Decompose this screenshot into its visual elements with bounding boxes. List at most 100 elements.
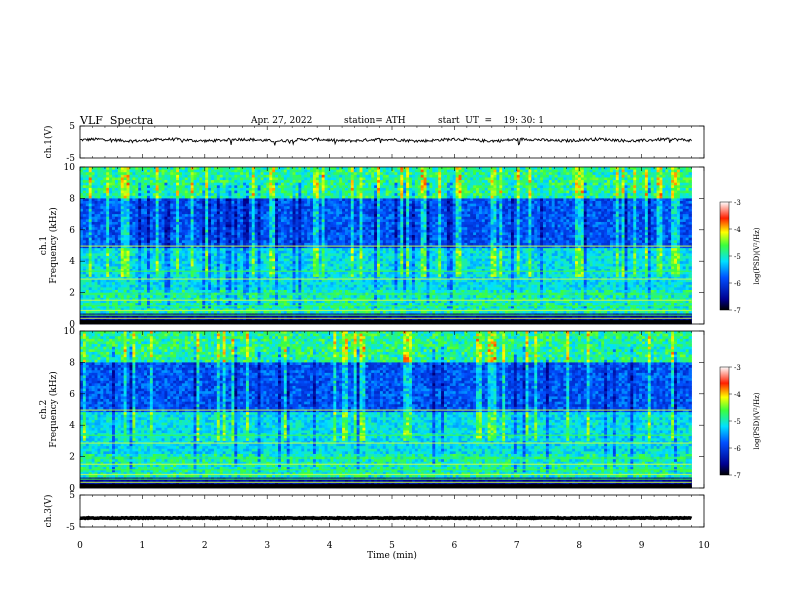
psd-cell bbox=[179, 183, 182, 186]
psd-cell bbox=[313, 206, 316, 209]
psd-cell bbox=[229, 230, 232, 233]
psd-cell bbox=[167, 290, 170, 293]
psd-cell bbox=[138, 253, 141, 256]
psd-cell bbox=[106, 175, 109, 178]
psd-cell bbox=[293, 209, 296, 212]
psd-cell bbox=[237, 311, 240, 314]
psd-cell bbox=[118, 274, 121, 277]
psd-cell bbox=[196, 274, 199, 277]
psd-cell bbox=[287, 238, 290, 241]
psd-cell bbox=[86, 193, 89, 196]
psd-cell bbox=[132, 240, 135, 243]
psd-cell bbox=[141, 311, 144, 314]
psd-cell bbox=[234, 253, 237, 256]
psd-cell bbox=[162, 238, 165, 241]
psd-cell bbox=[103, 183, 106, 186]
psd-cell bbox=[97, 256, 100, 259]
psd-cell bbox=[307, 274, 310, 277]
psd-cell bbox=[196, 282, 199, 285]
psd-cell bbox=[92, 282, 95, 285]
psd-cell bbox=[173, 272, 176, 275]
psd-cell bbox=[147, 240, 150, 243]
psd-cell bbox=[240, 167, 243, 170]
psd-cell bbox=[269, 240, 272, 243]
psd-cell bbox=[313, 256, 316, 259]
psd-cell bbox=[156, 217, 159, 220]
psd-cell bbox=[261, 251, 264, 254]
psd-cell bbox=[191, 248, 194, 251]
psd-cell bbox=[80, 225, 83, 228]
psd-cell bbox=[229, 259, 232, 262]
psd-cell bbox=[217, 209, 220, 212]
psd-cell bbox=[138, 259, 141, 262]
psd-cell bbox=[138, 214, 141, 217]
psd-cell bbox=[176, 227, 179, 230]
psd-cell bbox=[229, 183, 232, 186]
psd-cell bbox=[278, 211, 281, 214]
psd-cell bbox=[211, 211, 214, 214]
psd-cell bbox=[214, 248, 217, 251]
psd-cell bbox=[80, 183, 83, 186]
psd-cell bbox=[196, 256, 199, 259]
psd-cell bbox=[258, 259, 261, 262]
psd-cell bbox=[185, 253, 188, 256]
psd-cell bbox=[191, 300, 194, 303]
psd-cell bbox=[301, 185, 304, 188]
psd-cell bbox=[121, 264, 124, 267]
psd-cell bbox=[121, 282, 124, 285]
psd-cell bbox=[144, 272, 147, 275]
psd-cell bbox=[275, 280, 278, 283]
psd-cell bbox=[106, 214, 109, 217]
psd-cell bbox=[214, 225, 217, 228]
psd-cell bbox=[86, 222, 89, 225]
psd-cell bbox=[109, 256, 112, 259]
psd-cell bbox=[89, 282, 92, 285]
psd-cell bbox=[266, 185, 269, 188]
psd-cell bbox=[263, 225, 266, 228]
psd-cell bbox=[240, 272, 243, 275]
psd-cell bbox=[188, 282, 191, 285]
psd-cell bbox=[316, 204, 319, 207]
psd-cell bbox=[132, 206, 135, 209]
psd-cell bbox=[258, 256, 261, 259]
psd-cell bbox=[167, 232, 170, 235]
psd-cell bbox=[266, 235, 269, 238]
psd-cell bbox=[86, 287, 89, 290]
psd-cell bbox=[284, 206, 287, 209]
psd-cell bbox=[208, 198, 211, 201]
psd-cell bbox=[287, 209, 290, 212]
psd-cell bbox=[211, 183, 214, 186]
psd-cell bbox=[298, 259, 301, 262]
psd-cell bbox=[278, 191, 281, 194]
psd-cell bbox=[103, 290, 106, 293]
psd-cell bbox=[240, 232, 243, 235]
psd-cell bbox=[234, 183, 237, 186]
psd-cell bbox=[229, 185, 232, 188]
psd-cell bbox=[80, 211, 83, 214]
psd-cell bbox=[124, 232, 127, 235]
psd-cell bbox=[115, 177, 118, 180]
psd-cell bbox=[185, 274, 188, 277]
psd-cell bbox=[255, 219, 258, 222]
psd-cell bbox=[293, 274, 296, 277]
psd-cell bbox=[307, 272, 310, 275]
psd-cell bbox=[179, 175, 182, 178]
psd-cell bbox=[86, 201, 89, 204]
psd-cell bbox=[95, 172, 98, 175]
psd-cell bbox=[301, 222, 304, 225]
psd-cell bbox=[147, 300, 150, 303]
psd-cell bbox=[223, 167, 226, 170]
psd-cell bbox=[97, 264, 100, 267]
psd-cell bbox=[310, 311, 313, 314]
psd-cell bbox=[220, 287, 223, 290]
psd-cell bbox=[182, 167, 185, 170]
psd-cell bbox=[208, 219, 211, 222]
psd-cell bbox=[269, 232, 272, 235]
psd-cell bbox=[220, 295, 223, 298]
psd-cell bbox=[89, 188, 92, 191]
psd-cell bbox=[290, 222, 293, 225]
psd-cell bbox=[144, 232, 147, 235]
psd-cell bbox=[304, 193, 307, 196]
psd-cell bbox=[132, 198, 135, 201]
psd-cell bbox=[269, 256, 272, 259]
